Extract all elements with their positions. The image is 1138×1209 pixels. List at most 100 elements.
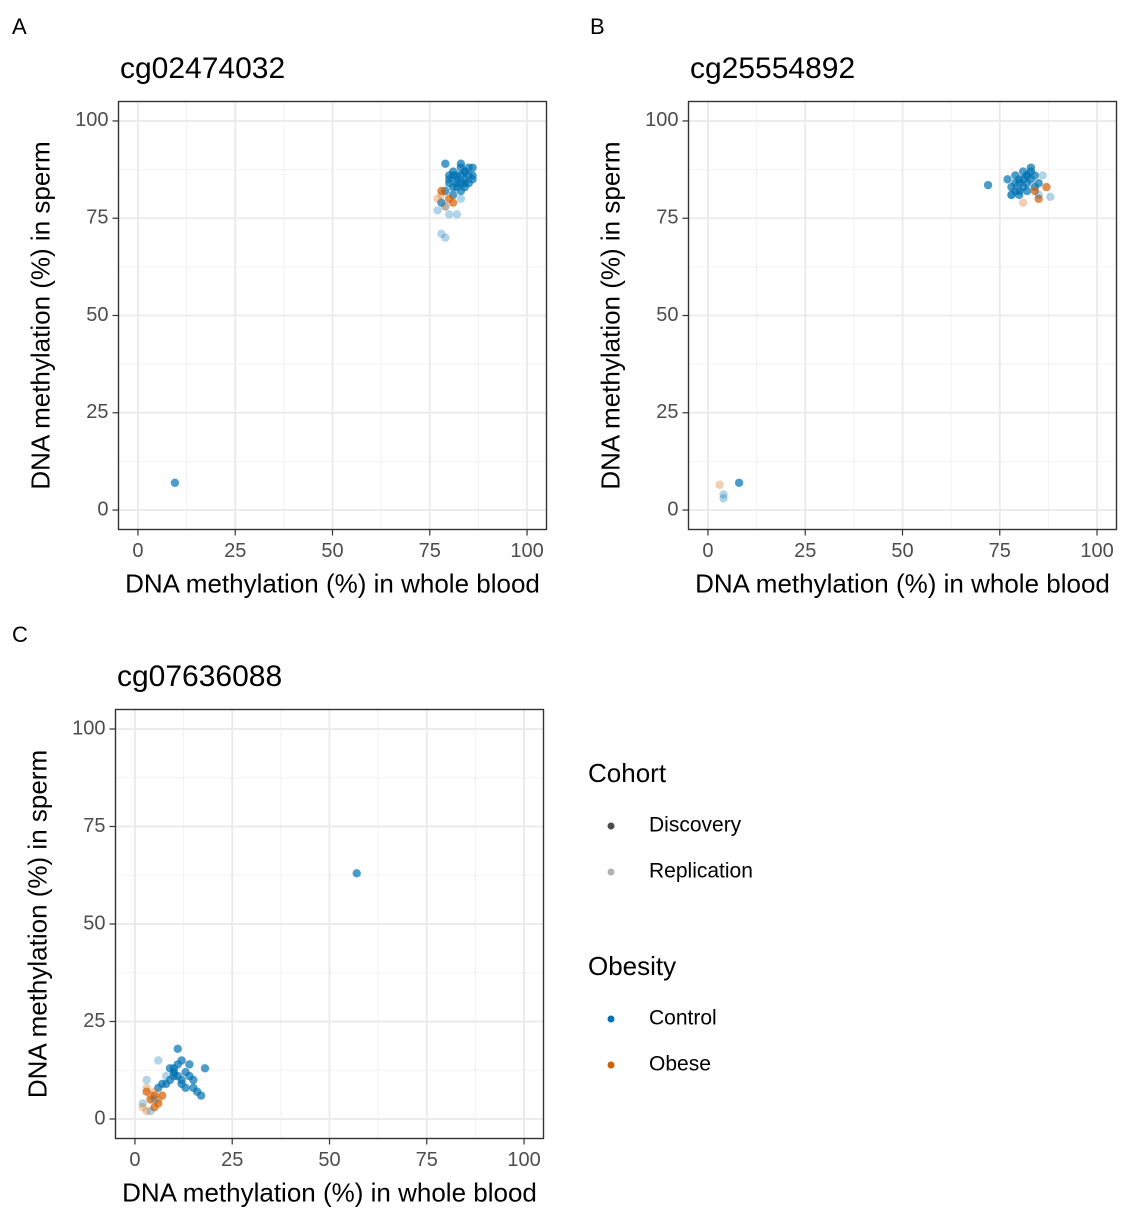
point	[452, 182, 462, 192]
point	[1022, 186, 1032, 196]
point	[173, 1071, 182, 1081]
point	[177, 1056, 186, 1065]
point	[719, 494, 728, 503]
point	[142, 1087, 151, 1096]
plot-border	[687, 100, 1118, 531]
legend-key	[607, 868, 615, 876]
point	[173, 1044, 182, 1054]
y-tick-label: 0	[667, 498, 678, 520]
x-tick-label: 0	[129, 1149, 140, 1171]
point	[161, 1071, 171, 1081]
point	[157, 1091, 167, 1100]
point	[433, 194, 442, 203]
point	[150, 1091, 159, 1100]
point	[1015, 186, 1024, 196]
x-tick-label: 75	[416, 1149, 438, 1171]
point	[1026, 163, 1036, 172]
point	[448, 171, 458, 180]
point	[154, 1083, 163, 1093]
legend-label: Discovery	[649, 814, 742, 837]
point	[1034, 194, 1043, 203]
point	[1022, 171, 1032, 180]
y-tick-label: 50	[656, 304, 678, 326]
point	[437, 190, 446, 200]
point	[456, 194, 466, 203]
x-axis-title: DNA methylation (%) in whole blood	[695, 568, 1110, 598]
point	[433, 206, 442, 215]
point	[1007, 190, 1016, 200]
y-axis-title: DNA methylation (%) in sperm	[22, 750, 52, 1098]
point	[1018, 198, 1028, 207]
y-tick-label: 25	[86, 401, 108, 423]
point	[445, 210, 454, 219]
point	[181, 1068, 190, 1077]
point	[1038, 171, 1047, 180]
point	[196, 1091, 206, 1100]
x-tick-label: 100	[510, 540, 543, 562]
point	[146, 1091, 155, 1100]
plot-border	[114, 708, 545, 1140]
point	[138, 1103, 147, 1112]
legend-key	[607, 822, 615, 830]
x-tick-label: 50	[318, 1149, 340, 1171]
point	[734, 478, 744, 488]
panel-label: C	[12, 622, 28, 647]
point	[437, 186, 446, 196]
point	[983, 180, 993, 190]
point	[452, 210, 462, 219]
point	[150, 1095, 159, 1104]
y-tick-label: 100	[645, 109, 678, 131]
x-axis-title: DNA methylation (%) in whole blood	[125, 568, 540, 598]
x-tick-label: 100	[1080, 540, 1113, 562]
legend-key	[607, 1015, 615, 1023]
point	[142, 1107, 151, 1116]
point	[170, 478, 180, 488]
point	[468, 175, 477, 184]
x-tick-label: 50	[321, 540, 343, 562]
y-axis-title: DNA methylation (%) in sperm	[595, 141, 625, 489]
point	[138, 1099, 147, 1108]
point	[185, 1060, 194, 1069]
point	[1003, 175, 1012, 184]
x-tick-label: 25	[224, 540, 246, 562]
chart-title: cg02474032	[120, 52, 285, 85]
point	[1034, 190, 1043, 200]
y-tick-label: 100	[72, 717, 105, 739]
point	[165, 1075, 175, 1085]
y-axis-title: DNA methylation (%) in sperm	[25, 141, 55, 489]
point	[200, 1064, 210, 1073]
y-tick-label: 75	[656, 207, 678, 229]
legend-title: Cohort	[588, 758, 667, 788]
point	[441, 233, 450, 242]
legend-label: Replication	[649, 860, 753, 883]
x-tick-label: 25	[794, 540, 816, 562]
point	[169, 1064, 179, 1073]
point	[448, 198, 458, 207]
point	[719, 490, 728, 499]
point	[146, 1107, 155, 1116]
point	[1011, 179, 1020, 188]
point	[154, 1056, 163, 1065]
y-tick-label: 25	[83, 1010, 105, 1032]
x-tick-label: 75	[419, 540, 441, 562]
point	[189, 1083, 198, 1093]
point	[142, 1075, 151, 1085]
chart-title: cg25554892	[690, 52, 855, 85]
y-tick-label: 25	[656, 401, 678, 423]
panel-label: B	[590, 14, 605, 39]
y-tick-label: 0	[97, 498, 108, 520]
y-tick-label: 100	[75, 109, 108, 131]
x-axis-title: DNA methylation (%) in whole blood	[122, 1177, 537, 1207]
y-tick-label: 0	[94, 1107, 105, 1129]
point	[352, 869, 361, 878]
point	[437, 229, 446, 238]
legend-title: Obesity	[588, 951, 676, 981]
point	[441, 202, 450, 211]
point	[1042, 182, 1051, 192]
point	[441, 159, 450, 168]
y-tick-label: 75	[86, 207, 108, 229]
legend-label: Obese	[649, 1053, 711, 1076]
point	[1030, 186, 1039, 196]
x-tick-label: 50	[891, 540, 913, 562]
